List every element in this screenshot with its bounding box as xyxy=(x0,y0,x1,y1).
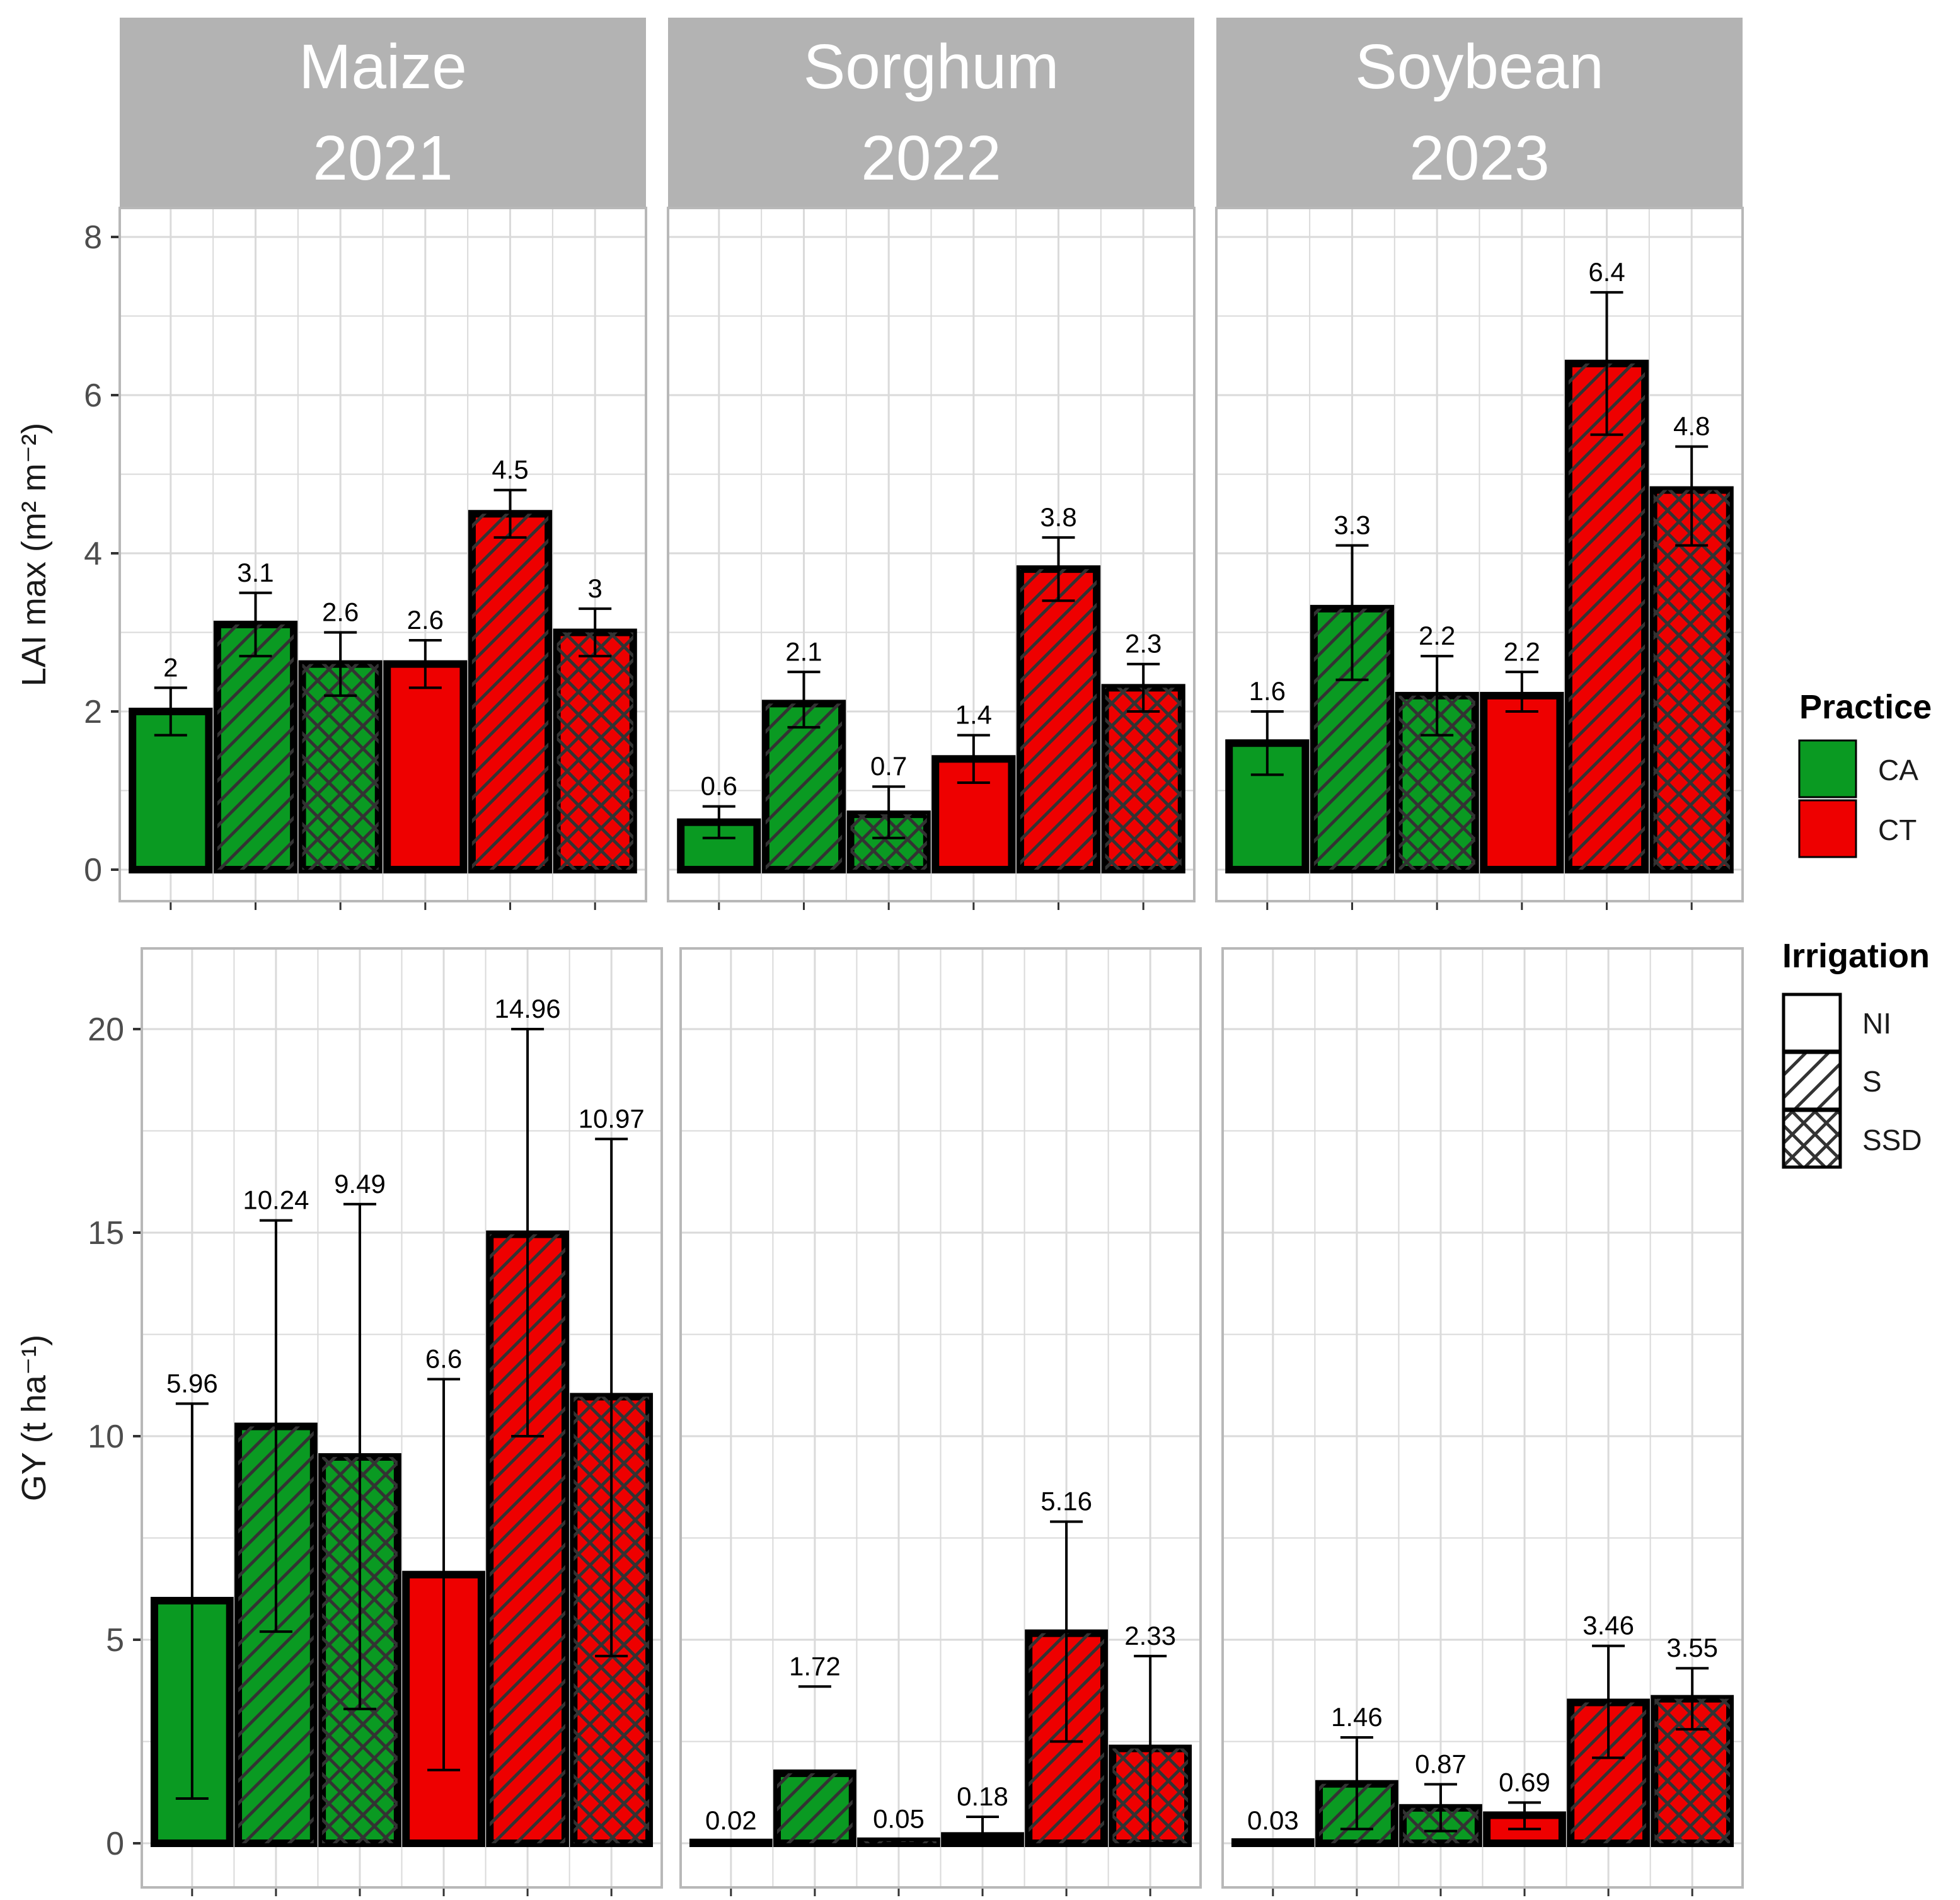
facet-year-label: 2021 xyxy=(313,123,453,193)
data-label: 0.05 xyxy=(873,1804,925,1834)
bar-hatch xyxy=(1568,363,1646,870)
data-label: 14.96 xyxy=(495,994,561,1023)
facet-crop-label: Maize xyxy=(299,32,467,102)
bar-hatch xyxy=(1653,490,1730,870)
y-tick-label: 15 xyxy=(88,1215,124,1252)
bar-hatch xyxy=(217,624,294,870)
data-label: 0.69 xyxy=(1499,1767,1550,1797)
data-label: 2.2 xyxy=(1419,621,1455,650)
panel-border xyxy=(1221,947,1744,1889)
legend-key-ssd xyxy=(1782,1108,1842,1169)
bar-hatch xyxy=(471,514,549,870)
facet-crop-label: Soybean xyxy=(1355,32,1604,102)
legend-key-ct xyxy=(1798,799,1857,858)
panel-r1-c0: 5.96 10.24 9.49 6.6 14.96 10.97 xyxy=(141,947,663,1896)
y-tick-label: 4 xyxy=(84,536,102,572)
legend-key-s xyxy=(1782,1051,1842,1111)
legend-practice: Practice CA CT xyxy=(1798,688,1932,858)
panel-border xyxy=(141,947,663,1889)
data-label: 2.33 xyxy=(1124,1621,1176,1650)
bar xyxy=(383,660,468,873)
data-label: 4.8 xyxy=(1673,412,1710,441)
data-label: 5.96 xyxy=(166,1368,218,1398)
data-label: 3 xyxy=(588,573,602,603)
data-label: 3.8 xyxy=(1040,502,1076,532)
legend-key-ca xyxy=(1798,739,1857,798)
bar-hatch xyxy=(777,1773,853,1843)
bar-hatch xyxy=(302,664,379,870)
data-label: 3.55 xyxy=(1666,1633,1718,1662)
panel-r0-c2: Soybean 2023 1.6 3.3 2.2 2.2 6.4 4.8 xyxy=(1215,18,1744,910)
y-tick-label: 0 xyxy=(106,1826,124,1862)
legend-practice-title: Practice xyxy=(1799,688,1932,726)
legend-label-s: S xyxy=(1862,1065,1882,1098)
facet-crop-label: Sorghum xyxy=(804,32,1059,102)
panel-border xyxy=(667,207,1196,902)
data-label: 3.3 xyxy=(1334,510,1370,539)
bar xyxy=(1480,691,1564,874)
facet-strip xyxy=(668,18,1194,208)
facet-year-label: 2023 xyxy=(1409,123,1549,193)
data-label: 3.46 xyxy=(1582,1611,1634,1640)
bar-hatch xyxy=(1105,688,1182,870)
y-axis-label-row0: LAI max (m² m⁻²) xyxy=(15,423,53,686)
data-label: 2.2 xyxy=(1504,636,1540,666)
facet-year-label: 2022 xyxy=(861,123,1001,193)
y-tick-label: 6 xyxy=(84,377,102,414)
legend-key-ni xyxy=(1782,993,1842,1053)
data-label: 0.02 xyxy=(705,1805,757,1835)
data-label: 2 xyxy=(163,652,178,682)
legend-label-ct: CT xyxy=(1878,814,1917,846)
data-label: 10.24 xyxy=(243,1185,309,1215)
legend-label-ssd: SSD xyxy=(1862,1124,1922,1156)
data-label: 2.6 xyxy=(407,605,444,635)
data-label: 1.72 xyxy=(789,1651,841,1681)
data-label: 3.1 xyxy=(237,558,274,587)
panel-border xyxy=(118,207,647,902)
y-tick-label: 20 xyxy=(88,1011,124,1048)
data-label: 2.6 xyxy=(322,597,359,627)
bar-hatch xyxy=(765,703,843,870)
y-tick-label: 5 xyxy=(106,1622,124,1659)
facet-strip xyxy=(120,18,646,208)
legend-label-ca: CA xyxy=(1878,754,1918,786)
bar-hatch xyxy=(1020,569,1097,870)
y-tick-label: 8 xyxy=(84,219,102,256)
y-tick-label: 10 xyxy=(88,1419,124,1455)
data-label: 1.6 xyxy=(1249,676,1286,706)
data-label: 10.97 xyxy=(579,1103,645,1133)
data-label: 1.46 xyxy=(1331,1702,1383,1732)
data-label: 6.6 xyxy=(425,1344,462,1374)
bar xyxy=(1225,739,1310,873)
bar-hatch xyxy=(556,632,633,870)
data-label: 2.3 xyxy=(1125,629,1162,659)
panel-r0-c1: Sorghum 2022 0.6 2.1 0.7 1.4 3.8 2.3 xyxy=(667,18,1196,910)
data-label: 6.4 xyxy=(1588,257,1625,287)
y-tick-label: 0 xyxy=(84,852,102,889)
panel-r1-c1: 0.02 1.72 0.05 0.18 5.16 2.33 xyxy=(679,947,1202,1896)
panel-r0-c0: Maize 2021 2 3.1 2.6 2.6 4.5 3 xyxy=(118,18,647,910)
facet-strip xyxy=(1216,18,1743,208)
data-label: 5.16 xyxy=(1041,1487,1092,1516)
data-label: 0.7 xyxy=(870,751,907,781)
data-label: 0.6 xyxy=(701,771,737,801)
data-label: 1.4 xyxy=(955,700,992,730)
panel-r1-c2: 0.03 1.46 0.87 0.69 3.46 3.55 xyxy=(1221,947,1744,1896)
data-label: 9.49 xyxy=(334,1169,386,1199)
data-label: 0.18 xyxy=(957,1782,1008,1811)
legend-irrigation: Irrigation NI S SSD xyxy=(1782,937,1930,1169)
legend-irrigation-title: Irrigation xyxy=(1782,937,1930,975)
legend-label-ni: NI xyxy=(1862,1007,1891,1040)
y-tick-label: 2 xyxy=(84,694,102,730)
panel-border xyxy=(1215,207,1744,902)
y-axis-label-row1: GY (t ha⁻¹) xyxy=(15,1335,53,1502)
data-label: 2.1 xyxy=(785,636,822,666)
panel-border xyxy=(679,947,1202,1889)
data-label: 4.5 xyxy=(492,455,528,485)
data-label: 0.87 xyxy=(1415,1749,1467,1778)
data-label: 0.03 xyxy=(1247,1805,1299,1835)
